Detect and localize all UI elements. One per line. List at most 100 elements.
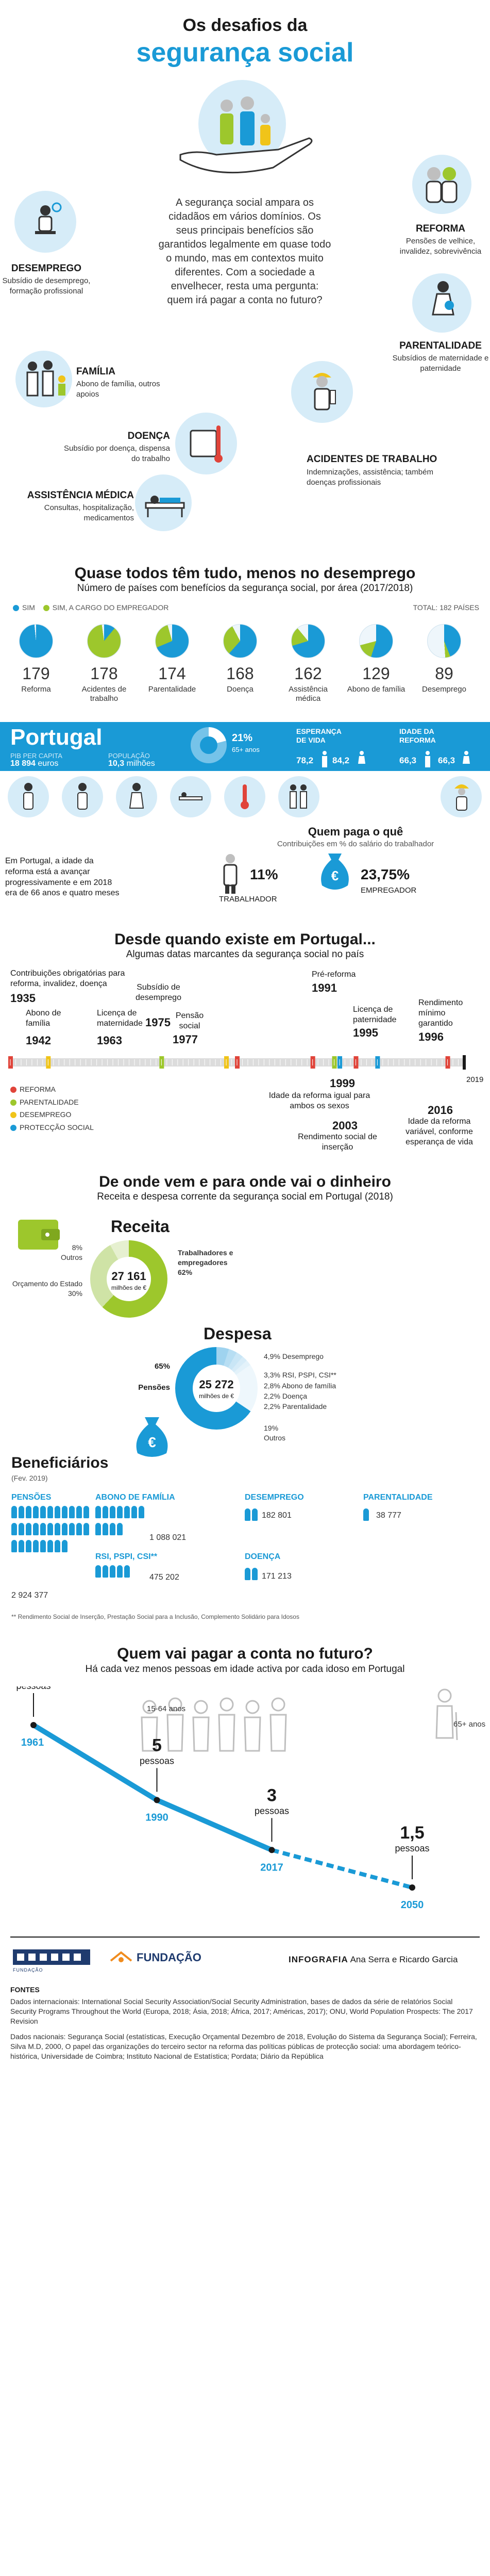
person-icon: [40, 1506, 46, 1518]
ben-desemprego-people: [245, 1508, 276, 1525]
person-icon: [95, 1506, 101, 1518]
person-icon: [11, 1523, 17, 1535]
pie-4: [223, 624, 257, 658]
money-bag-icon: €: [136, 1417, 168, 1457]
future-point-2017: [268, 1847, 275, 1853]
despesa-desemprego: 4,9% Desemprego: [264, 1352, 324, 1360]
retirement-title: REFORMA: [415, 223, 466, 234]
future-title: Quem vai pagar a conta no futuro?: [117, 1645, 373, 1662]
tl-1991-year: 1991: [312, 981, 337, 994]
receita-value: 27 161: [111, 1270, 146, 1283]
pie-7: [427, 624, 461, 658]
worker-label: TRABALHADOR: [219, 895, 277, 904]
ben-rsi-value: 475 202: [149, 1573, 179, 1582]
legend-sim: SIM: [22, 603, 35, 612]
tl-1977-year: 1977: [173, 1033, 198, 1046]
sources-nat: Dados nacionais: Segurança Social (estat…: [10, 2032, 477, 2060]
person-icon: [117, 1523, 123, 1535]
parenthood-title: PARENTALIDADE: [399, 340, 482, 351]
row-person-icon-3: [129, 783, 144, 809]
tl-1999-year: 1999: [330, 1077, 355, 1090]
person-icon: [124, 1506, 130, 1518]
timeline-subtitle: Algumas datas marcantes da segurança soc…: [126, 949, 364, 960]
future-value-1990: 5: [152, 1735, 162, 1755]
person-icon: [62, 1506, 67, 1518]
who-pays-title: Quem paga o quê: [308, 825, 403, 838]
portugal-banner: [0, 722, 490, 771]
ben-rsi-people: [95, 1565, 147, 1582]
retirement-age-men: 66,3: [399, 756, 417, 765]
ben-abono-value: 1 088 021: [149, 1533, 187, 1542]
person-icon: [33, 1523, 39, 1535]
person-icon: [47, 1540, 53, 1552]
future-point-1961: [30, 1722, 37, 1728]
person-icon: [252, 1508, 258, 1521]
thermometer-icon: [190, 425, 223, 463]
pie-label-6: Abono de família: [347, 685, 405, 694]
person-icon: [139, 1506, 144, 1518]
woman-icon-2: [463, 751, 470, 764]
person-icon: [62, 1540, 67, 1552]
receita-label: Receita: [111, 1217, 170, 1236]
tl-1975-label: Subsídio de desemprego: [136, 983, 181, 1002]
countries-title: Quase todos têm tudo, menos no desempreg…: [74, 565, 416, 582]
footer-rule: [10, 1937, 480, 1938]
domain-icon-row: [0, 776, 490, 823]
person-icon: [117, 1565, 123, 1578]
person-icon: [62, 1523, 67, 1535]
ben-doenca-value: 171 213: [262, 1572, 292, 1581]
receita-unit: milhões de €: [111, 1284, 147, 1291]
person-icon: [33, 1506, 39, 1518]
pie-label-7: Desemprego: [422, 685, 466, 694]
svg-text:€: €: [148, 1434, 156, 1450]
person-icon: [11, 1506, 17, 1518]
hospital-bed-icon: [145, 496, 185, 517]
tl-1942-year: 1942: [26, 1034, 51, 1047]
pop-label: POPULAÇÃO: [108, 752, 150, 760]
despesa-outros: 19% Outros: [264, 1424, 286, 1442]
title-line2: segurança social: [136, 38, 354, 68]
illness-desc: Subsídio por doença, dispensa do trabalh…: [64, 444, 170, 463]
person-icon: [245, 1568, 250, 1580]
tl-end-year: 2019: [466, 1075, 484, 1084]
tl-1935-label: Contribuições obrigatórias para reforma,…: [10, 969, 125, 988]
tl-1975-year: 1975: [145, 1016, 171, 1029]
logo-left: [13, 1949, 90, 1965]
despesa-doenca: 2,2% Doença: [264, 1391, 308, 1400]
family-group-icon: [26, 360, 65, 397]
man-icon: [322, 751, 327, 767]
age-old-label: 65+ anos: [453, 1720, 486, 1729]
employer-pct: 23,75%: [361, 866, 410, 882]
elderly-label: 65+ anos: [232, 746, 260, 753]
tl-1977-label: Pensão social: [175, 1011, 204, 1030]
pie-value-6: 129: [362, 664, 390, 683]
svg-text:€: €: [331, 868, 339, 883]
pie-value-3: 174: [158, 664, 186, 683]
tl-1942-label: Abono de família: [26, 1009, 61, 1028]
intro-text: A segurança social ampara os cidadãos em…: [158, 197, 331, 306]
row-family-icon-glyph: [290, 784, 307, 809]
tl-1963-year: 1963: [97, 1034, 122, 1047]
retirement-age-label: IDADE DA REFORMA: [399, 727, 436, 744]
despesa-abono: 2,8% Abono de família: [264, 1381, 336, 1390]
despesa-label: Despesa: [204, 1324, 272, 1343]
logo-right-icon: [110, 1951, 132, 1962]
money-title: De onde vem e para onde vai o dinheiro: [99, 1173, 391, 1190]
person-icon: [103, 1506, 108, 1518]
ben-parentalidade-label: PARENTALIDADE: [363, 1493, 433, 1502]
future-year-1961: 1961: [21, 1737, 44, 1748]
countries-total: TOTAL: 182 PAÍSES: [413, 603, 479, 612]
person-icon: [69, 1506, 75, 1518]
tl-1995-label: Licença de paternidade: [353, 1005, 397, 1024]
work-accident-desc: Indemnizações, assistência; também doenç…: [307, 468, 433, 487]
ben-pensoes-people: [11, 1506, 91, 1557]
family-hand-illustration: [179, 80, 313, 174]
title-line1: Os desafios da: [182, 15, 308, 35]
injured-worker-icon: [313, 373, 336, 411]
row-person-icon: [23, 783, 33, 810]
person-icon: [26, 1506, 31, 1518]
pie-label-2: Acidentes de trabalho: [81, 685, 127, 703]
elderly-person-illustration: [435, 1688, 458, 1741]
person-icon: [69, 1523, 75, 1535]
age-active-label: 15-64 anos: [147, 1704, 186, 1713]
